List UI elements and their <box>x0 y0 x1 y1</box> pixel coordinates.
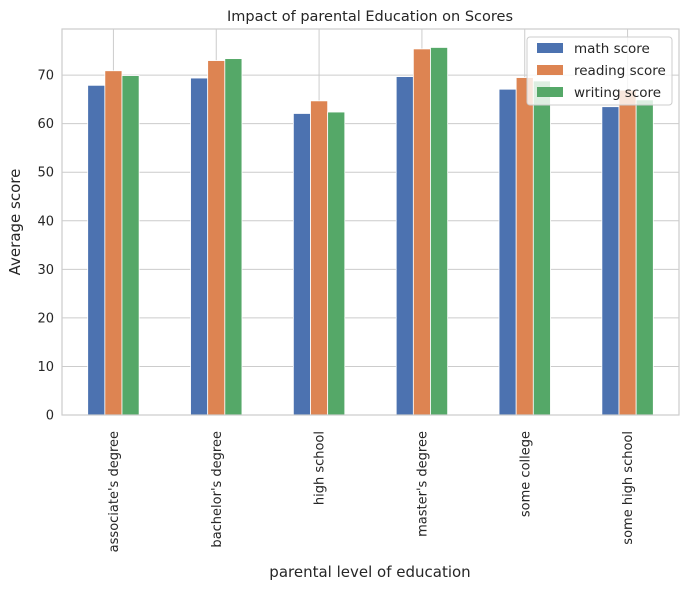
bar-math-score-5 <box>601 106 620 416</box>
y-tick-labels: 0 10 20 30 40 50 60 70 <box>37 69 54 424</box>
y-tick-label: 60 <box>37 117 54 132</box>
bar-math-score-3 <box>395 76 414 416</box>
bar-math-score-2 <box>292 113 311 416</box>
bar-writing-score-1 <box>224 58 243 416</box>
y-tick-label: 30 <box>37 263 54 278</box>
y-tick-label: 10 <box>37 360 54 375</box>
legend-label-writing: writing score <box>574 85 661 101</box>
legend-swatch-math <box>537 43 563 53</box>
bar-math-score-4 <box>498 88 517 416</box>
legend-box <box>526 36 673 106</box>
x-tick-label: associate's degree <box>107 431 122 552</box>
bar-writing-score-4 <box>532 80 551 416</box>
x-axis-label: parental level of education <box>269 563 470 581</box>
y-tick-label: 50 <box>37 166 54 181</box>
bar-writing-score-0 <box>121 75 140 416</box>
bar-reading-score-4 <box>515 77 534 416</box>
legend-swatch-writing <box>537 87 563 97</box>
bar-reading-score-5 <box>618 89 637 416</box>
y-tick-label: 0 <box>46 409 54 424</box>
x-tick-label: some high school <box>621 431 636 545</box>
bar-reading-score-2 <box>310 100 329 416</box>
x-tick-label: some college <box>518 431 533 517</box>
y-tick-label: 20 <box>37 311 54 326</box>
x-tick-label: master's degree <box>415 431 430 537</box>
y-axis-label: Average score <box>6 169 24 276</box>
y-tick-label: 70 <box>37 69 54 84</box>
y-tick-label: 40 <box>37 214 54 229</box>
bar-math-score-0 <box>87 84 106 416</box>
chart-title: Impact of parental Education on Scores <box>227 9 513 25</box>
bar-math-score-1 <box>190 77 209 416</box>
x-tick-label: bachelor's degree <box>210 431 225 548</box>
x-tick-label: high school <box>313 431 328 505</box>
x-tick-labels: associate's degree bachelor's degree high … <box>107 431 636 552</box>
legend-label-reading: reading score <box>574 63 666 79</box>
legend-label-math: math score <box>574 41 650 57</box>
bar-writing-score-2 <box>327 111 346 416</box>
plot-frame <box>61 28 680 416</box>
bar-reading-score-1 <box>207 60 226 416</box>
bar-writing-score-5 <box>635 99 654 416</box>
bar-reading-score-0 <box>104 70 123 416</box>
bar-reading-score-3 <box>412 48 431 416</box>
bar-writing-score-3 <box>430 47 449 416</box>
legend: math score reading score writing score <box>526 36 673 106</box>
legend-swatch-reading <box>537 65 563 75</box>
